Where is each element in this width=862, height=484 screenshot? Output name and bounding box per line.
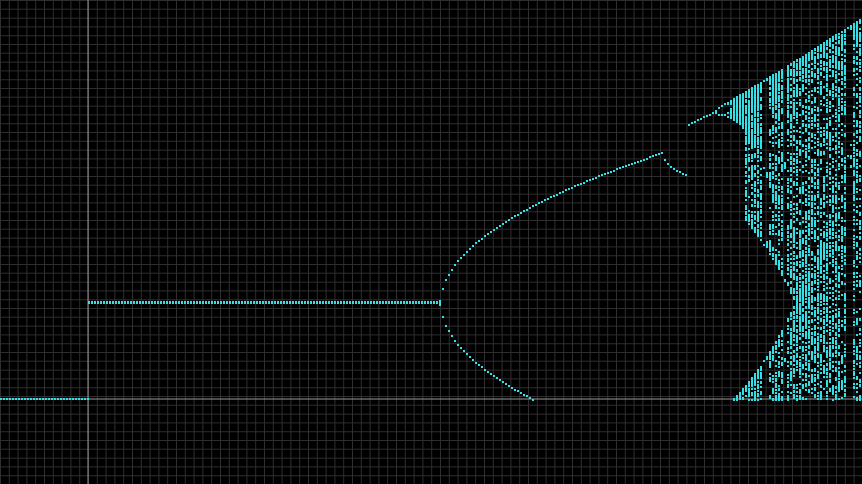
grid	[0, 0, 862, 484]
page: (() => { const NS = 'http://www.w3.org/2…	[0, 0, 862, 484]
grid-lines	[0, 0, 862, 484]
bifurcation-view	[0, 0, 862, 484]
background	[0, 0, 862, 484]
